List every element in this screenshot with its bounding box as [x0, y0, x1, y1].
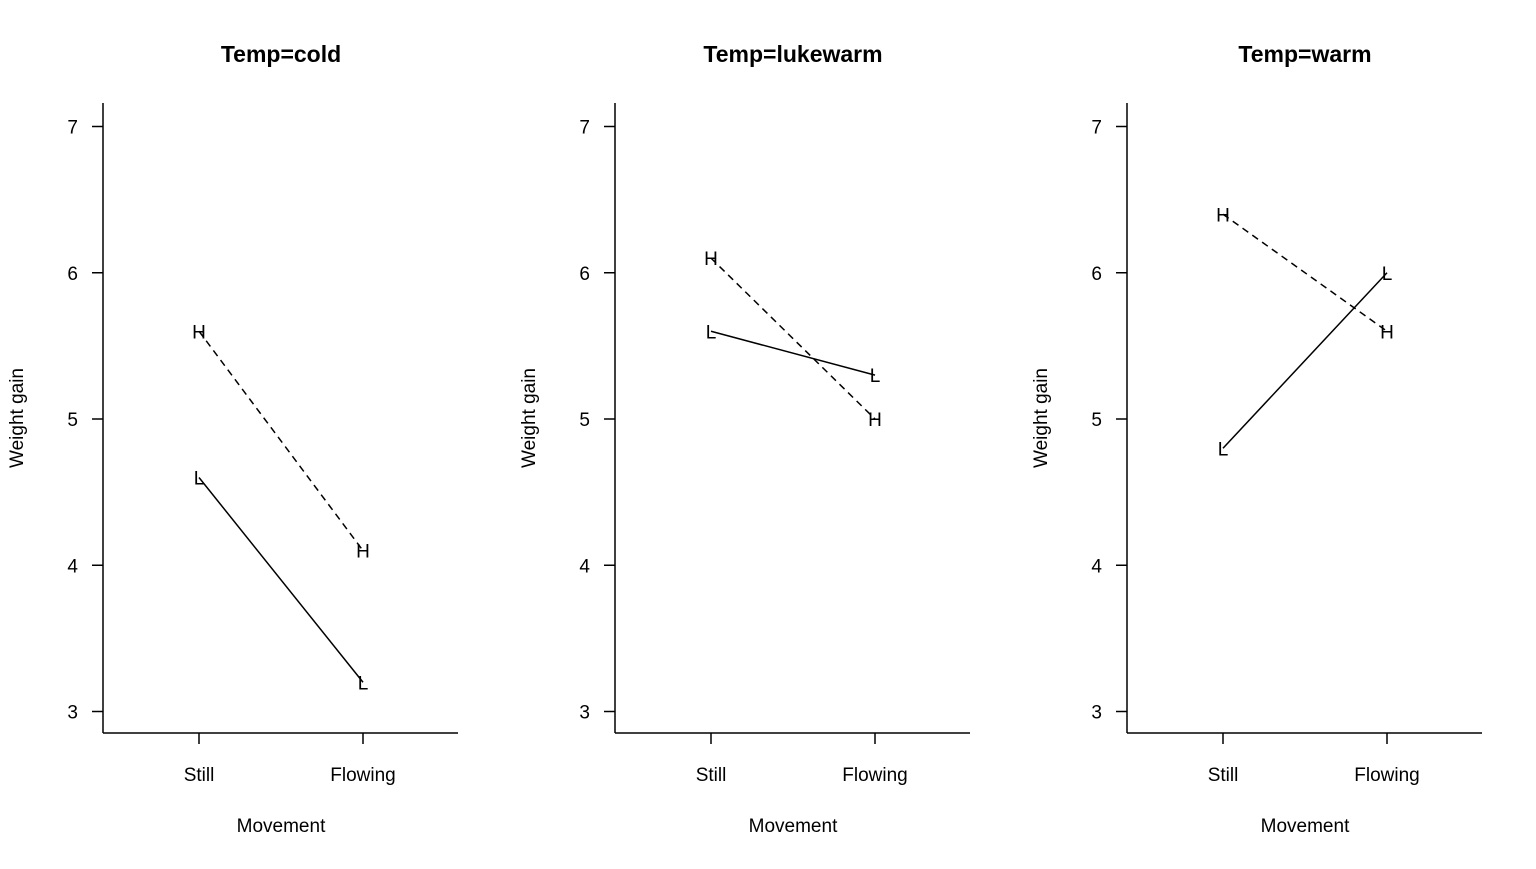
data-point-H: H — [356, 542, 370, 563]
series-line-H — [1222, 213, 1388, 332]
data-point-H: H — [1216, 205, 1230, 226]
y-tick-label: 6 — [67, 264, 78, 285]
data-point-L: L — [358, 673, 369, 694]
x-axis-label: Movement — [1261, 816, 1350, 837]
series-line-L — [710, 330, 876, 376]
y-tick-label: 6 — [1091, 264, 1102, 285]
y-tick-label: 4 — [1091, 556, 1102, 577]
data-point-H: H — [1380, 322, 1394, 343]
y-axis-label: Weight gain — [7, 368, 28, 468]
y-tick-label: 4 — [67, 556, 78, 577]
data-point-L: L — [194, 469, 205, 490]
y-tick-label: 7 — [1091, 118, 1102, 139]
data-point-H: H — [868, 410, 882, 431]
y-tick-label: 4 — [579, 556, 590, 577]
x-tick-label: Still — [696, 765, 727, 786]
x-tick-label: Flowing — [330, 765, 395, 786]
x-tick-label: Flowing — [842, 765, 907, 786]
y-tick-label: 5 — [67, 410, 78, 431]
panel-title: Temp=warm — [1238, 41, 1371, 67]
panel-title: Temp=cold — [221, 41, 341, 67]
y-tick-label: 7 — [67, 118, 78, 139]
x-tick-label: Still — [184, 765, 215, 786]
y-tick-label: 5 — [579, 410, 590, 431]
panel-title: Temp=lukewarm — [703, 41, 882, 67]
series-line-L — [198, 477, 364, 683]
y-tick-label: 6 — [579, 264, 590, 285]
series-line-L — [1222, 272, 1388, 449]
data-point-L: L — [706, 322, 717, 343]
y-tick-label: 3 — [67, 703, 78, 724]
x-tick-label: Flowing — [1354, 765, 1419, 786]
y-axis-label: Weight gain — [1031, 368, 1052, 468]
y-tick-label: 7 — [579, 118, 590, 139]
x-tick-label: Still — [1208, 765, 1239, 786]
data-point-L: L — [1218, 439, 1229, 460]
y-tick-label: 5 — [1091, 410, 1102, 431]
y-axis-label: Weight gain — [519, 368, 540, 468]
x-axis-label: Movement — [237, 816, 326, 837]
series-line-H — [710, 257, 876, 420]
panel-1: Temp=lukewarm 3 4 5 6 7 Still Flowing Movement We… — [519, 41, 970, 837]
panel-0: Temp=cold 3 4 5 6 7 Still Flowing Movement Weight… — [7, 41, 458, 837]
y-tick-label: 3 — [579, 703, 590, 724]
series-line-H — [198, 330, 364, 552]
x-axis-label: Movement — [749, 816, 838, 837]
data-point-L: L — [1382, 264, 1393, 285]
y-tick-label: 3 — [1091, 703, 1102, 724]
data-point-H: H — [704, 249, 718, 270]
data-point-L: L — [870, 366, 881, 387]
panel-2: Temp=warm 3 4 5 6 7 Still Flowing Movement Weight… — [1031, 41, 1482, 837]
data-point-H: H — [192, 322, 206, 343]
